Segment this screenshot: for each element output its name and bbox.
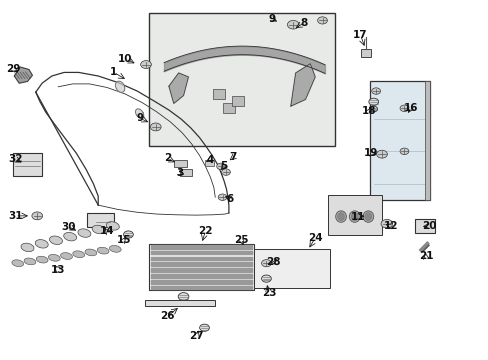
Ellipse shape bbox=[348, 211, 359, 222]
Text: 14: 14 bbox=[100, 226, 114, 236]
Bar bbox=[144, 300, 215, 306]
Bar bbox=[424, 81, 429, 200]
Text: 21: 21 bbox=[418, 251, 432, 261]
Circle shape bbox=[287, 21, 299, 29]
Circle shape bbox=[199, 324, 209, 331]
Text: 18: 18 bbox=[361, 106, 376, 116]
Bar bbox=[328, 195, 381, 234]
Text: 29: 29 bbox=[6, 64, 20, 74]
Text: 10: 10 bbox=[118, 54, 133, 64]
Text: 17: 17 bbox=[352, 30, 367, 40]
Ellipse shape bbox=[362, 211, 373, 222]
Ellipse shape bbox=[35, 240, 48, 248]
Polygon shape bbox=[14, 67, 32, 83]
Bar bbox=[13, 153, 42, 176]
Ellipse shape bbox=[61, 253, 72, 260]
Text: 16: 16 bbox=[403, 103, 418, 113]
Bar bbox=[204, 160, 214, 166]
Ellipse shape bbox=[364, 213, 371, 221]
Ellipse shape bbox=[78, 229, 91, 237]
Ellipse shape bbox=[12, 260, 23, 267]
Bar bbox=[180, 169, 192, 176]
Text: 15: 15 bbox=[116, 235, 131, 245]
Circle shape bbox=[369, 106, 377, 112]
Ellipse shape bbox=[106, 222, 119, 230]
Circle shape bbox=[380, 220, 392, 228]
Text: 22: 22 bbox=[198, 226, 212, 236]
Text: 4: 4 bbox=[206, 154, 214, 165]
Bar bbox=[222, 103, 234, 113]
Ellipse shape bbox=[85, 249, 97, 256]
Circle shape bbox=[261, 275, 271, 282]
Circle shape bbox=[123, 231, 133, 238]
Circle shape bbox=[218, 194, 226, 201]
Ellipse shape bbox=[335, 211, 346, 222]
Text: 11: 11 bbox=[350, 212, 364, 221]
Bar bbox=[414, 220, 434, 233]
Bar bbox=[173, 159, 187, 167]
Text: 27: 27 bbox=[189, 331, 203, 341]
Ellipse shape bbox=[73, 251, 84, 258]
Circle shape bbox=[216, 163, 225, 170]
Ellipse shape bbox=[337, 213, 344, 221]
Ellipse shape bbox=[24, 258, 36, 265]
Circle shape bbox=[317, 17, 327, 24]
Text: 32: 32 bbox=[8, 154, 22, 164]
Circle shape bbox=[150, 123, 161, 131]
Text: 5: 5 bbox=[220, 161, 227, 171]
Text: 7: 7 bbox=[229, 152, 237, 162]
Bar bbox=[87, 213, 114, 227]
Text: 2: 2 bbox=[163, 153, 171, 163]
Text: 19: 19 bbox=[364, 148, 378, 158]
Bar bbox=[254, 249, 329, 288]
Text: 23: 23 bbox=[261, 288, 276, 298]
Polygon shape bbox=[115, 81, 124, 93]
Text: 20: 20 bbox=[422, 221, 436, 231]
Bar bbox=[149, 244, 254, 291]
Ellipse shape bbox=[350, 213, 357, 221]
Polygon shape bbox=[290, 64, 315, 106]
Ellipse shape bbox=[36, 256, 48, 263]
Text: 9: 9 bbox=[268, 14, 275, 24]
Text: 13: 13 bbox=[51, 265, 65, 275]
Circle shape bbox=[261, 260, 271, 267]
Ellipse shape bbox=[21, 243, 34, 252]
Polygon shape bbox=[168, 73, 188, 103]
Circle shape bbox=[368, 98, 378, 105]
Text: 26: 26 bbox=[160, 311, 174, 321]
Ellipse shape bbox=[92, 225, 105, 234]
Text: 9: 9 bbox=[136, 113, 143, 123]
Text: 30: 30 bbox=[61, 222, 76, 231]
Circle shape bbox=[371, 88, 380, 94]
Ellipse shape bbox=[109, 246, 121, 252]
Bar bbox=[360, 49, 370, 57]
Text: 24: 24 bbox=[307, 233, 322, 243]
Circle shape bbox=[221, 169, 230, 175]
Text: 28: 28 bbox=[266, 257, 281, 267]
Text: 3: 3 bbox=[176, 168, 183, 178]
Bar bbox=[149, 13, 334, 146]
Text: 6: 6 bbox=[226, 194, 233, 204]
Text: 8: 8 bbox=[300, 18, 307, 28]
Circle shape bbox=[141, 60, 151, 68]
Text: 25: 25 bbox=[234, 235, 248, 245]
Circle shape bbox=[178, 293, 188, 301]
Polygon shape bbox=[135, 109, 143, 118]
Bar bbox=[212, 89, 224, 99]
Ellipse shape bbox=[48, 255, 60, 261]
Bar bbox=[369, 81, 429, 200]
Text: 31: 31 bbox=[8, 211, 22, 221]
Ellipse shape bbox=[49, 236, 62, 244]
Bar bbox=[232, 96, 244, 106]
Ellipse shape bbox=[97, 247, 109, 254]
Ellipse shape bbox=[63, 233, 77, 241]
Text: 12: 12 bbox=[383, 221, 397, 231]
Text: 1: 1 bbox=[110, 67, 117, 77]
Circle shape bbox=[32, 212, 42, 220]
Circle shape bbox=[399, 105, 408, 112]
Circle shape bbox=[399, 148, 408, 154]
Circle shape bbox=[376, 150, 386, 158]
